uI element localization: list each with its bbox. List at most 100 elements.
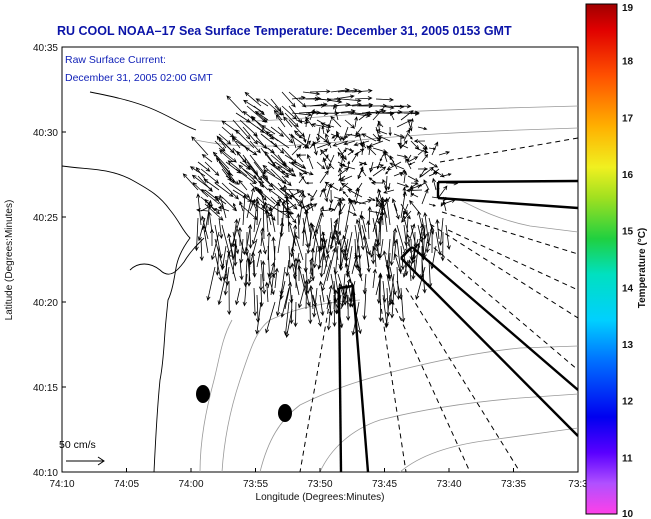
current-vector [239,200,244,212]
current-vector [246,257,251,282]
current-vector [317,238,328,270]
current-vector [199,238,204,262]
current-vector [389,231,395,266]
current-vector [319,207,335,212]
current-vector [402,203,409,216]
current-vector [337,301,344,329]
current-vector [407,133,413,140]
current-vector [421,153,429,163]
current-vector [255,301,262,335]
current-vector [307,193,314,198]
current-vector [325,231,332,255]
current-vector [238,179,248,191]
current-vector [281,175,292,187]
current-vector [326,284,333,310]
current-vector [337,151,346,163]
current-vector [261,204,266,240]
current-vector [320,149,332,163]
current-vector [347,210,358,216]
colorbar-tick-label: 17 [622,113,634,124]
current-vector [390,112,395,121]
colorbar-tick-label: 10 [622,509,634,519]
current-vector [254,110,269,121]
current-vector [384,197,391,226]
colorbar-tick-label: 11 [622,453,633,464]
current-vector [215,245,220,276]
current-vector [319,245,325,278]
current-vector [244,246,251,268]
current-vector [281,200,286,233]
current-vector [316,142,332,149]
current-vector [379,154,384,162]
current-vector [302,91,321,96]
current-vector [270,126,285,137]
current-vector [235,129,255,149]
current-vector [284,281,292,310]
current-vector [297,264,307,296]
current-vector [250,115,269,135]
current-vector [243,259,248,288]
current-vector [215,157,234,177]
current-vector [322,237,327,261]
current-vector [280,287,290,318]
coastline-north [89,91,197,131]
current-vector [293,130,307,142]
current-vector [244,147,258,156]
colorbar-tick-label: 12 [622,397,634,408]
current-vector [281,91,296,108]
current-vector [264,209,269,233]
current-vector [419,168,426,178]
current-vector [372,103,388,108]
current-vector [246,252,252,287]
current-vector [309,89,331,94]
current-vector [226,95,244,114]
current-vector [428,147,437,151]
current-vector [359,161,367,166]
current-vector [288,221,297,247]
current-vector [372,166,387,177]
current-vector [381,197,388,233]
current-vector [191,136,209,156]
current-vector [280,170,297,177]
current-vector [274,105,285,116]
current-vector [279,217,284,238]
current-vector [369,161,374,173]
current-vector [242,273,248,307]
current-vector [271,245,277,278]
current-vector [296,213,301,240]
x-axis-label: Longitude (Degrees:Minutes) [256,492,385,503]
current-vector [197,161,211,172]
current-vector [312,245,318,269]
current-vector [290,133,297,149]
current-vector [442,173,452,177]
current-vector [291,144,302,156]
current-vector [255,98,269,107]
current-vector [396,224,407,256]
colorbar-tick-label: 14 [622,283,634,294]
current-vector [218,133,232,145]
current-vector [362,287,367,321]
current-vector [354,308,362,335]
current-vector [344,231,353,263]
current-vector [231,135,248,149]
current-vector [251,251,256,275]
x-tick-label: 73:35 [501,479,526,490]
current-vector [306,153,314,170]
y-tick-label: 40:15 [33,383,58,394]
current-vector [414,242,421,275]
current-vector [350,282,355,303]
current-vector [326,119,332,134]
current-vector [401,210,412,223]
current-vector [312,228,319,254]
current-vector [316,161,326,170]
current-vector [204,199,213,233]
current-vector [329,182,335,189]
current-vector [336,130,342,142]
colorbar [585,3,618,515]
current-vector [389,155,398,170]
current-vector [271,236,276,261]
current-vector [368,177,377,184]
current-vector [347,189,363,198]
current-vector [227,232,234,261]
current-vector [319,170,329,184]
